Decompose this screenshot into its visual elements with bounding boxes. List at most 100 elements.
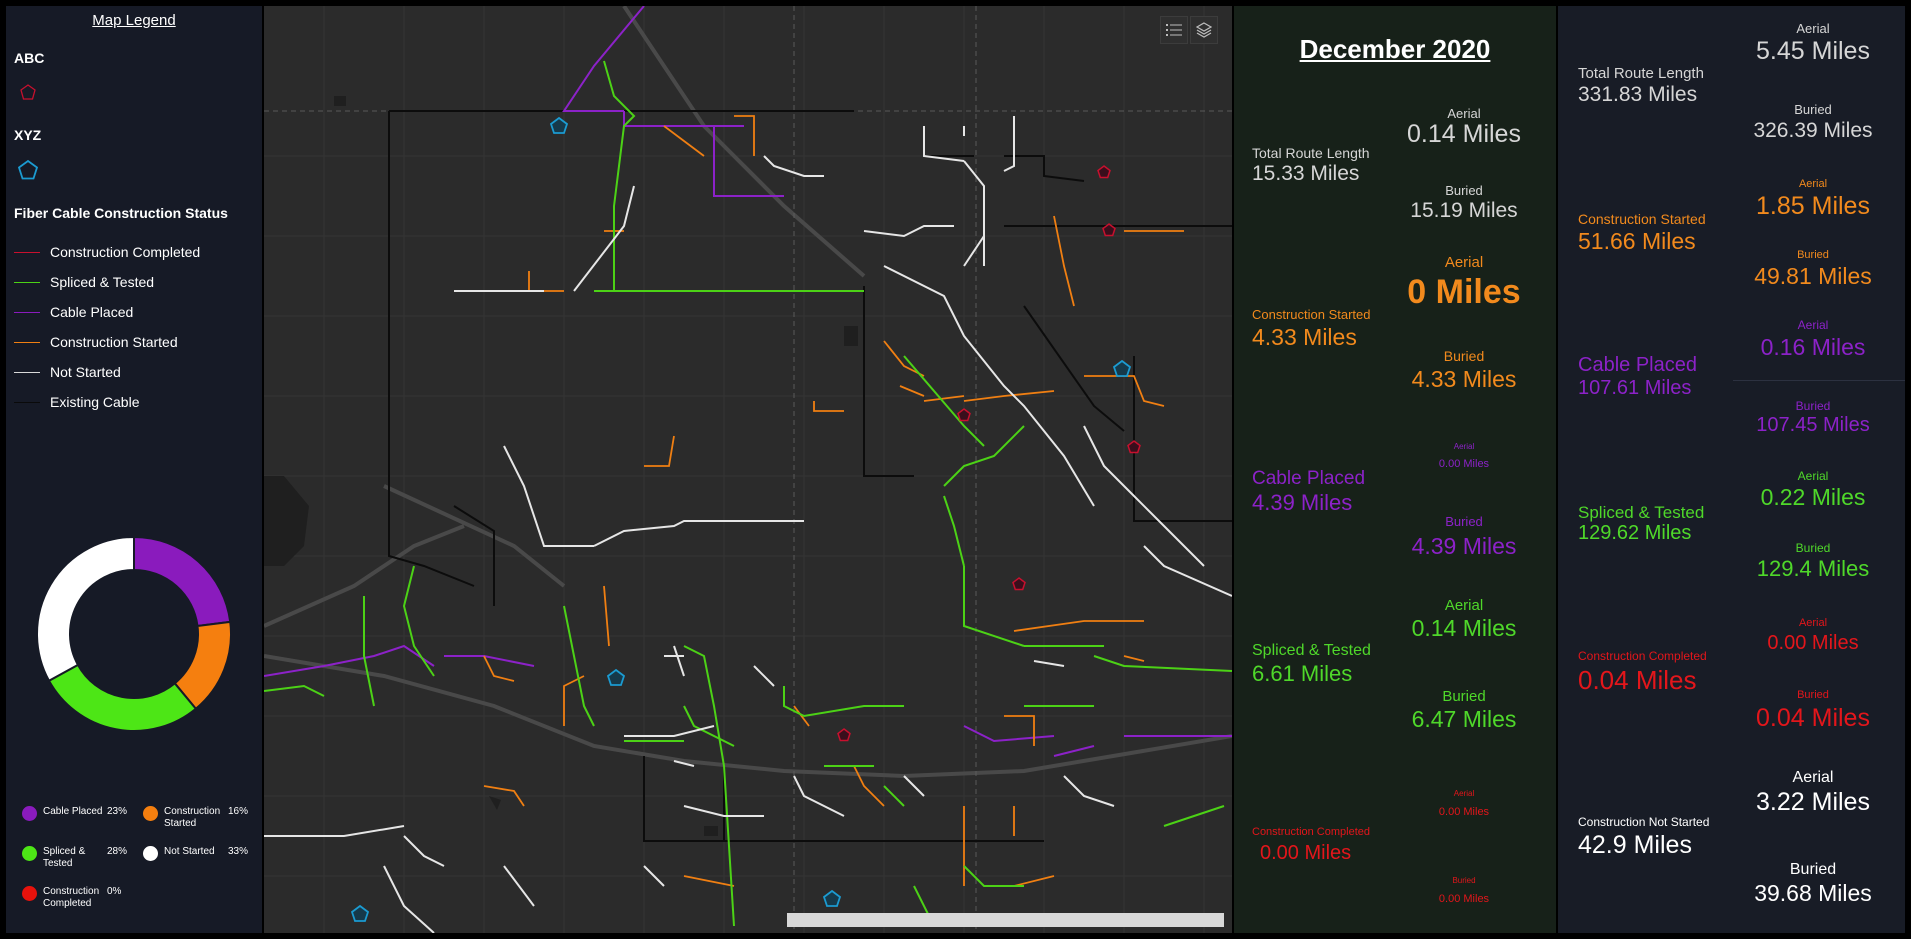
monthly-summary-panel: December 2020 Total Route Length 15.33 M… xyxy=(1234,6,1556,933)
donut-legend-label: Spliced & Tested xyxy=(43,846,86,869)
donut-legend-label: Construction Started xyxy=(164,806,221,829)
status-legend-item: Construction Started xyxy=(14,332,178,352)
month-completed-value: 0.00 Miles xyxy=(1260,842,1352,864)
overall-notstarted-label: Construction Not Started xyxy=(1578,815,1710,829)
donut-legend-dot xyxy=(22,806,37,821)
map-legend-panel: Map Legend ABC XYZ Fiber Cable Construct… xyxy=(6,6,262,933)
month-spliced-label: Spliced & Tested xyxy=(1252,642,1371,659)
month-placed-aerial-value: 0.00 Miles xyxy=(1438,458,1490,470)
month-total-aerial-value: 0.14 Miles xyxy=(1407,120,1521,148)
overall-started-buried-value: 49.81 Miles xyxy=(1754,263,1872,289)
donut-legend-dot xyxy=(143,806,158,821)
overall-total-buried-label: Buried xyxy=(1794,102,1832,117)
legend-title: Map Legend xyxy=(92,12,176,29)
layers-button[interactable] xyxy=(1190,16,1218,44)
overall-completed-buried-value: 0.04 Miles xyxy=(1756,704,1870,732)
overall-total-buried-value: 326.39 Miles xyxy=(1753,119,1873,142)
overall-spliced-value: 129.62 Miles xyxy=(1578,522,1692,544)
donut-hole xyxy=(70,570,198,698)
status-line-swatch xyxy=(14,281,40,283)
overall-completed-aerial-label: Aerial xyxy=(1798,617,1828,629)
overall-completed-label: Construction Completed xyxy=(1578,649,1707,663)
xyz-pentagon-icon xyxy=(17,159,39,180)
layers-icon xyxy=(1196,22,1212,38)
overall-total-value: 331.83 Miles xyxy=(1578,83,1698,106)
donut-legend-percent: 28% xyxy=(107,846,128,857)
month-completed-buried-label: Buried xyxy=(1452,876,1476,885)
month-spliced-aerial-label: Aerial xyxy=(1444,597,1484,614)
legend-list-button[interactable] xyxy=(1160,16,1188,44)
overall-completed-value: 0.04 Miles xyxy=(1578,665,1697,695)
status-legend-item: Not Started xyxy=(14,362,121,382)
overall-completed-aerial-value: 0.00 Miles xyxy=(1767,632,1859,654)
overall-spliced-aerial-label: Aerial xyxy=(1797,469,1829,483)
overall-notstarted-buried-value: 39.68 Miles xyxy=(1754,880,1872,906)
month-total-buried-value: 15.19 Miles xyxy=(1410,199,1518,222)
overall-started-aerial-value: 1.85 Miles xyxy=(1756,192,1870,220)
overall-total-label: Total Route Length xyxy=(1578,65,1704,82)
status-legend-label: Existing Cable xyxy=(50,394,140,410)
month-spliced-buried-value: 6.47 Miles xyxy=(1411,706,1517,732)
overall-placed-value: 107.61 Miles xyxy=(1578,377,1692,399)
status-line-swatch xyxy=(14,401,40,403)
month-total-label: Total Route Length xyxy=(1252,145,1370,161)
month-placed-value: 4.39 Miles xyxy=(1252,490,1353,515)
status-line-swatch xyxy=(14,251,40,253)
donut-legend-percent: 16% xyxy=(228,806,249,817)
overall-placed-aerial-label: Aerial xyxy=(1797,318,1829,332)
list-icon xyxy=(1166,24,1182,36)
month-total-aerial-label: Aerial xyxy=(1447,106,1481,121)
donut-legend-dot xyxy=(143,846,158,861)
status-line-swatch xyxy=(14,371,40,373)
status-legend-label: Cable Placed xyxy=(50,304,134,320)
legend-group-xyz: XYZ xyxy=(14,127,42,143)
month-started-aerial-value: 0 Miles xyxy=(1407,273,1521,311)
overall-spliced-buried-value: 129.4 Miles xyxy=(1756,556,1870,581)
donut-legend-item: Not Started 33% xyxy=(143,846,248,861)
overall-spliced-buried-label: Buried xyxy=(1795,541,1831,555)
month-started-label: Construction Started xyxy=(1252,307,1371,322)
overall-started-label: Construction Started xyxy=(1578,211,1706,227)
month-completed-buried-value: 0.00 Miles xyxy=(1438,893,1490,905)
donut-legend-dot xyxy=(22,846,37,861)
status-legend-label: Not Started xyxy=(50,364,121,380)
overall-started-aerial-label: Aerial xyxy=(1798,178,1828,190)
month-title: December 2020 xyxy=(1299,34,1491,64)
donut-legend-item: Construction Completed 0% xyxy=(22,886,121,910)
month-started-aerial-label: Aerial xyxy=(1444,254,1484,271)
month-placed-buried-label: Buried xyxy=(1445,514,1483,529)
status-legend-label: Spliced & Tested xyxy=(50,274,155,290)
status-legend-label: Construction Started xyxy=(50,334,178,350)
overall-total-aerial-label: Aerial xyxy=(1796,21,1830,36)
month-placed-aerial-label: Aerial xyxy=(1453,442,1475,451)
overall-summary-panel: Total Route Length 331.83 Miles Aerial 5… xyxy=(1558,6,1905,933)
map-view[interactable] xyxy=(264,6,1232,933)
map-scrollbar[interactable] xyxy=(787,913,1224,927)
month-spliced-buried-label: Buried xyxy=(1442,688,1486,705)
status-legend-label: Construction Completed xyxy=(50,244,201,260)
overall-notstarted-value: 42.9 Miles xyxy=(1578,831,1692,859)
donut-legend-item: Construction Started 16% xyxy=(143,806,248,830)
status-heading: Fiber Cable Construction Status xyxy=(14,205,228,221)
donut-legend-percent: 23% xyxy=(107,806,128,817)
month-placed-label: Cable Placed xyxy=(1252,468,1366,489)
donut-legend-label: Cable Placed xyxy=(43,806,103,817)
map-canvas[interactable] xyxy=(264,6,1232,933)
month-total-buried-label: Buried xyxy=(1445,183,1483,198)
donut-legend-percent: 0% xyxy=(107,886,122,897)
donut-legend-percent: 33% xyxy=(228,846,249,857)
donut-legend-label: Construction Completed xyxy=(43,886,100,909)
overall-placed-aerial-value: 0.16 Miles xyxy=(1760,334,1866,360)
month-placed-buried-value: 4.39 Miles xyxy=(1411,533,1517,559)
month-total-value: 15.33 Miles xyxy=(1252,162,1360,185)
overall-completed-buried-label: Buried xyxy=(1797,689,1829,701)
overall-placed-buried-value: 107.45 Miles xyxy=(1756,414,1870,436)
donut-legend-item: Cable Placed 23% xyxy=(22,806,127,821)
abc-pentagon-icon xyxy=(20,84,36,100)
overall-total-aerial-value: 5.45 Miles xyxy=(1756,37,1870,65)
month-completed-aerial-value: 0.00 Miles xyxy=(1438,806,1490,818)
overall-notstarted-aerial-value: 3.22 Miles xyxy=(1756,788,1870,816)
status-line-swatch xyxy=(14,311,40,313)
month-spliced-value: 6.61 Miles xyxy=(1252,661,1353,686)
overall-spliced-aerial-value: 0.22 Miles xyxy=(1760,484,1866,510)
